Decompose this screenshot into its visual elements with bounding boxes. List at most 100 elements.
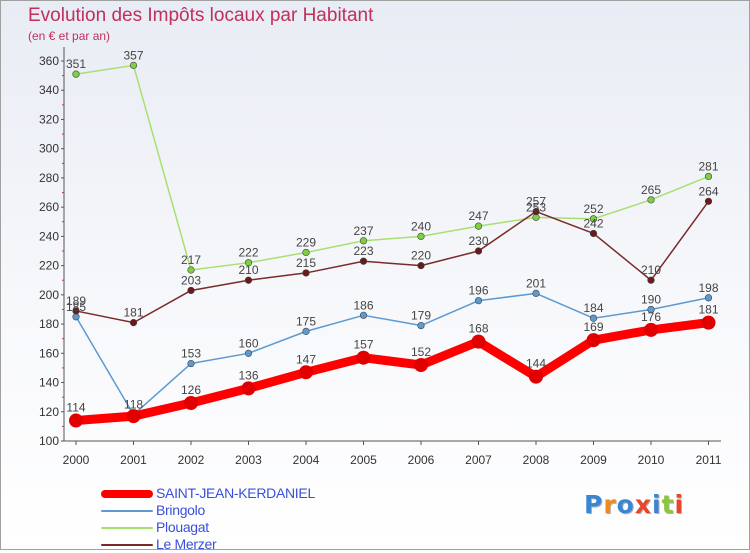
chart-subtitle: (en € et par an) <box>28 29 111 43</box>
data-label: 114 <box>66 401 85 415</box>
x-tick-label: 2005 <box>350 453 377 467</box>
data-label: 203 <box>181 273 201 287</box>
data-label: 181 <box>698 303 718 317</box>
y-tick-label: 340 <box>39 83 59 97</box>
data-point <box>704 197 713 205</box>
chart-title: Evolution des Impôts locaux par Habitant <box>28 5 374 26</box>
x-tick-label: 2006 <box>408 453 435 467</box>
logo-letter: i <box>674 490 685 519</box>
x-tick-label: 2001 <box>120 453 147 467</box>
x-tick-label: 2010 <box>638 453 665 467</box>
x-tick-label: 2011 <box>696 453 722 467</box>
data-point <box>302 269 310 277</box>
data-label: 181 <box>123 306 143 320</box>
series-line-1 <box>75 292 710 416</box>
data-label: 136 <box>238 368 258 382</box>
legend-swatch <box>101 490 153 498</box>
series-line-2 <box>75 64 710 271</box>
data-point <box>589 229 598 238</box>
data-label: 281 <box>698 159 718 173</box>
legend-label: Le Merzer <box>156 536 217 552</box>
data-label: 157 <box>353 338 373 352</box>
data-point <box>359 311 368 319</box>
y-tick-label: 100 <box>39 434 59 448</box>
data-point <box>701 315 716 330</box>
data-label: 257 <box>526 195 546 209</box>
x-tick-label: 2009 <box>580 453 607 467</box>
data-point <box>244 259 253 267</box>
data-label: 240 <box>411 219 431 233</box>
data-label: 144 <box>526 357 546 371</box>
data-label: 185 <box>66 300 86 314</box>
logo-letter: i <box>652 490 662 519</box>
data-point <box>129 61 138 69</box>
legend-swatch <box>101 510 153 512</box>
data-label: 179 <box>411 309 431 323</box>
y-tick-label: 160 <box>39 346 59 360</box>
data-point <box>187 286 195 295</box>
data-label: 184 <box>583 301 603 315</box>
x-tick-label: 2000 <box>63 453 90 467</box>
data-label: 252 <box>583 202 603 216</box>
y-tick-label: 360 <box>39 54 59 68</box>
data-point <box>417 321 425 330</box>
data-label: 247 <box>468 209 488 223</box>
data-label: 189 <box>66 294 86 308</box>
data-label: 176 <box>641 310 661 324</box>
data-point <box>474 247 483 255</box>
data-label: 220 <box>411 249 431 263</box>
data-label: 229 <box>296 235 316 249</box>
data-point <box>187 266 195 274</box>
y-tick-label: 220 <box>39 259 59 273</box>
data-point <box>184 396 198 410</box>
data-label: 118 <box>124 398 143 412</box>
data-point <box>126 409 141 424</box>
data-label: 196 <box>468 284 488 298</box>
series-line-0 <box>71 318 713 426</box>
data-label: 222 <box>238 246 258 260</box>
y-tick-label: 280 <box>39 171 59 185</box>
y-tick-label: 300 <box>39 142 59 156</box>
legend-label: Bringolo <box>156 502 205 518</box>
data-label: 152 <box>411 345 431 359</box>
data-point <box>244 276 253 284</box>
y-tick-label: 180 <box>39 317 59 331</box>
x-tick-label: 2003 <box>235 453 262 467</box>
data-point <box>302 327 310 335</box>
data-point <box>69 413 83 428</box>
data-point <box>474 222 483 230</box>
y-tick-label: 240 <box>39 229 59 243</box>
data-label: 175 <box>296 314 316 328</box>
data-label: 242 <box>583 216 603 230</box>
data-point <box>417 232 425 240</box>
data-point <box>704 294 713 302</box>
data-label: 223 <box>353 244 373 258</box>
data-point <box>532 289 540 297</box>
data-point <box>244 349 253 357</box>
series-line-3 <box>75 200 710 324</box>
data-point <box>704 172 713 181</box>
logo-letter: o <box>616 490 635 519</box>
data-point <box>72 307 80 315</box>
data-point <box>129 319 138 327</box>
data-label: 230 <box>468 234 488 248</box>
data-label: 147 <box>296 352 316 366</box>
data-label: 201 <box>526 276 546 290</box>
data-point <box>647 276 655 284</box>
data-point <box>359 257 368 265</box>
legend-label: Plouagat <box>156 519 209 535</box>
data-point <box>644 322 658 337</box>
data-label: 168 <box>468 322 488 336</box>
data-label: 153 <box>181 347 201 361</box>
legend-label: SAINT-JEAN-KERDANIEL <box>156 485 315 501</box>
legend-swatch <box>101 544 153 546</box>
data-point <box>299 365 313 380</box>
data-point <box>72 70 80 78</box>
y-tick-label: 140 <box>39 376 59 390</box>
logo-letter: P <box>584 490 604 519</box>
data-point <box>471 334 486 349</box>
data-label: 190 <box>641 292 661 306</box>
data-label: 264 <box>698 184 718 198</box>
data-point <box>241 381 256 396</box>
